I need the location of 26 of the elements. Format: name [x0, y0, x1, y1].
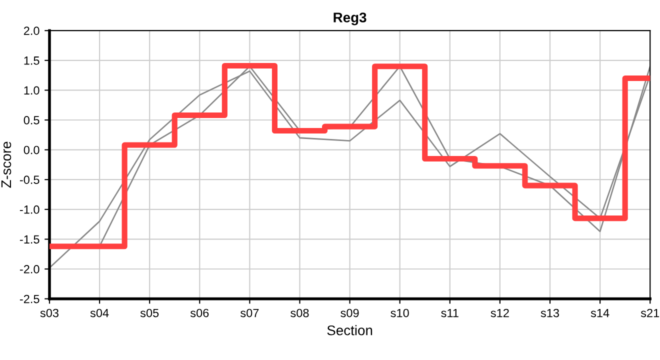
y-tick-label: -2.5 — [20, 294, 40, 304]
x-tick-label: s06 — [190, 308, 209, 318]
y-tick-label: 1.5 — [24, 56, 40, 65]
x-tick-label: s05 — [140, 308, 159, 318]
x-tick-label: s09 — [340, 308, 359, 318]
x-tick-label: s12 — [490, 308, 509, 318]
y-tick-label: -1.0 — [20, 205, 40, 214]
y-tick-label: 1.0 — [24, 86, 40, 95]
y-tick-label: 2.0 — [24, 26, 40, 35]
x-tick-label: s03 — [40, 308, 58, 318]
y-tick-label: -1.5 — [20, 235, 40, 244]
x-tick-label: s21 — [640, 308, 660, 318]
x-axis-title: Section — [327, 325, 372, 336]
x-tick-label: s11 — [441, 308, 458, 318]
x-tick-label: s08 — [290, 308, 309, 318]
x-tick-label: s04 — [90, 308, 109, 318]
y-tick-label: 0.0 — [24, 146, 40, 154]
y-tick-label: 0.5 — [24, 116, 40, 124]
x-tick-label: s13 — [540, 308, 559, 318]
x-tick-label: s10 — [390, 308, 409, 318]
x-tick-label: s14 — [590, 308, 610, 318]
chart-title: Reg3 — [334, 12, 366, 26]
y-tick-label: -0.5 — [20, 176, 40, 184]
y-tick-label: -2.0 — [20, 265, 40, 274]
y-axis-title: Z-score — [1, 142, 12, 188]
x-tick-label: s07 — [240, 308, 259, 318]
